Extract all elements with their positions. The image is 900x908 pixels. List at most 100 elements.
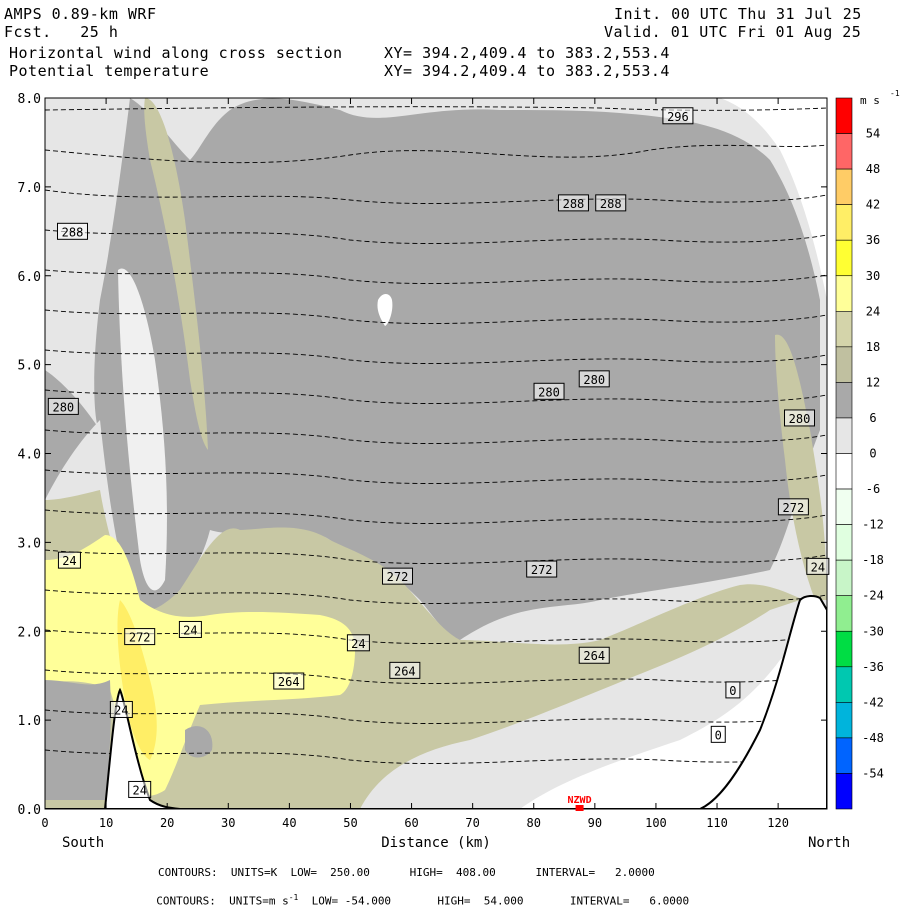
wind-label: 24 [346, 634, 370, 652]
wind-label-text: 24 [62, 554, 76, 568]
theta-label: 264 [578, 646, 610, 664]
theta-label: 296 [662, 107, 694, 125]
colorbar-unit: m s [860, 94, 880, 107]
colorbar-label: -24 [862, 589, 884, 603]
x-tick-label: 70 [465, 816, 479, 830]
theta-label-box [777, 498, 809, 516]
theta-label-text: 280 [52, 400, 74, 414]
x-tick-label: 20 [160, 816, 174, 830]
theta-label-text: 280 [789, 412, 811, 426]
colorbar-swatch [835, 168, 853, 205]
colorbar-label: 12 [866, 375, 880, 389]
theta-label: 272 [382, 567, 414, 585]
colorbar: 54 48 42 36 30 24 18 12 6 0 -6 -12 -18 -24 -30 -36 -42 -4… [835, 89, 900, 810]
theta-label-box [56, 222, 88, 240]
theta-label-box [557, 194, 589, 212]
colorbar-swatch [835, 737, 853, 774]
wind-label-text: 24 [811, 560, 825, 574]
y-tick-label: 6.0 [18, 270, 41, 285]
y-tick-label: 7.0 [18, 181, 41, 196]
theta-label-text: 264 [278, 675, 300, 689]
y-tick-label: 0.0 [18, 803, 41, 818]
wind-label-box [725, 681, 741, 699]
x-tick-label: 60 [404, 816, 418, 830]
theta-label-box [47, 397, 79, 415]
station-label: NZWD [568, 795, 592, 806]
theta-label-text: 272 [531, 563, 553, 577]
theta-label: 280 [533, 382, 565, 400]
model-title: AMPS 0.89-km WRF [4, 5, 157, 23]
theta-label: 280 [784, 409, 816, 427]
wind-label: 24 [806, 557, 830, 575]
colorbar-label: 36 [866, 233, 880, 247]
x-axis-label: Distance (km) [381, 835, 491, 851]
theta-label: 272 [526, 560, 558, 578]
colorbar-swatch [835, 275, 853, 312]
colorbar-label: 30 [866, 269, 880, 283]
wind-label-text: 24 [183, 623, 197, 637]
wind-label-text: 24 [114, 703, 128, 717]
colorbar-label: -12 [862, 518, 884, 532]
colorbar-label: 54 [866, 127, 880, 141]
x-tick-label: 120 [767, 816, 789, 830]
wind-label-box [178, 620, 202, 638]
footer-wind-contours: CONTOURS: UNITS=m s-1 LOW= -54.000 HIGH=… [143, 880, 689, 908]
colorbar-label: 24 [866, 304, 880, 318]
theta-label-text: 288 [563, 197, 585, 211]
theta-label-text: 288 [600, 197, 622, 211]
theta-label: 272 [777, 498, 809, 516]
theta-label-box [526, 560, 558, 578]
colorbar-label: 18 [866, 340, 880, 354]
theta-label-box [595, 194, 627, 212]
wind-label: 24 [57, 551, 81, 569]
wind-label: 0 [710, 725, 726, 743]
theta-contours [45, 106, 827, 764]
colorbar-swatch [835, 97, 853, 134]
wind-shading [45, 98, 827, 809]
theta-label-box [124, 628, 156, 646]
axes: 0 10 20 30 40 50 60 70 80 90 100 110 120 0.0 1.0 2.0 3.0… [18, 92, 827, 830]
theta-label: 272 [124, 628, 156, 646]
colorbar-label: 0 [869, 447, 876, 461]
wind-label-box [128, 780, 152, 798]
wind-label: 24 [128, 780, 152, 798]
theta-label-box [578, 370, 610, 388]
x-tick-label: 90 [588, 816, 602, 830]
theta-label: 288 [595, 194, 627, 212]
x-tick-label: 30 [221, 816, 235, 830]
wind-label-box [109, 700, 133, 718]
wind-label: 0 [725, 681, 741, 699]
x-tick-label: 10 [99, 816, 113, 830]
theta-label-box [662, 107, 694, 125]
colorbar-label: -48 [862, 731, 884, 745]
valid-time: Valid. 01 UTC Fri 01 Aug 25 [604, 23, 862, 41]
station-marker [575, 805, 584, 811]
colorbar-label: 42 [866, 198, 880, 212]
wind-label-box [806, 557, 830, 575]
cross-section-coords-2: XY= 394.2,409.4 to 383.2,553.4 [384, 62, 670, 80]
colorbar-label: 6 [869, 411, 876, 425]
colorbar-swatch [835, 488, 853, 525]
theta-label-box [784, 409, 816, 427]
colorbar-swatch [835, 239, 853, 277]
contour-labels: 296 288 288 288 280 280 280 280 272 272 272 272 264 2… [47, 107, 830, 798]
init-time: Init. 00 UTC Thu 31 Jul 25 [614, 5, 862, 23]
wind-label-text: 0 [729, 684, 736, 698]
theta-label-box [382, 567, 414, 585]
theta-label-text: 272 [387, 570, 409, 584]
forecast-hour: Fcst. 25 h [4, 23, 119, 41]
wind-label-text: 24 [132, 783, 146, 797]
wind-label-text: 0 [715, 728, 722, 742]
y-tick-label: 3.0 [18, 536, 41, 551]
wind-label-box [710, 725, 726, 743]
y-tick-label: 4.0 [18, 448, 41, 463]
colorbar-swatch [835, 310, 853, 348]
theta-label: 280 [47, 397, 79, 415]
colorbar-label: 48 [866, 162, 880, 176]
theta-label-text: 280 [538, 385, 560, 399]
footer-theta-contours: CONTOURS: UNITS=K LOW= 250.00 HIGH= 408.… [158, 866, 655, 879]
x-tick-label: 80 [527, 816, 541, 830]
x-tick-label: 110 [706, 816, 728, 830]
colorbar-unit-exp: -1 [890, 89, 900, 98]
theta-label-text: 296 [667, 110, 689, 124]
